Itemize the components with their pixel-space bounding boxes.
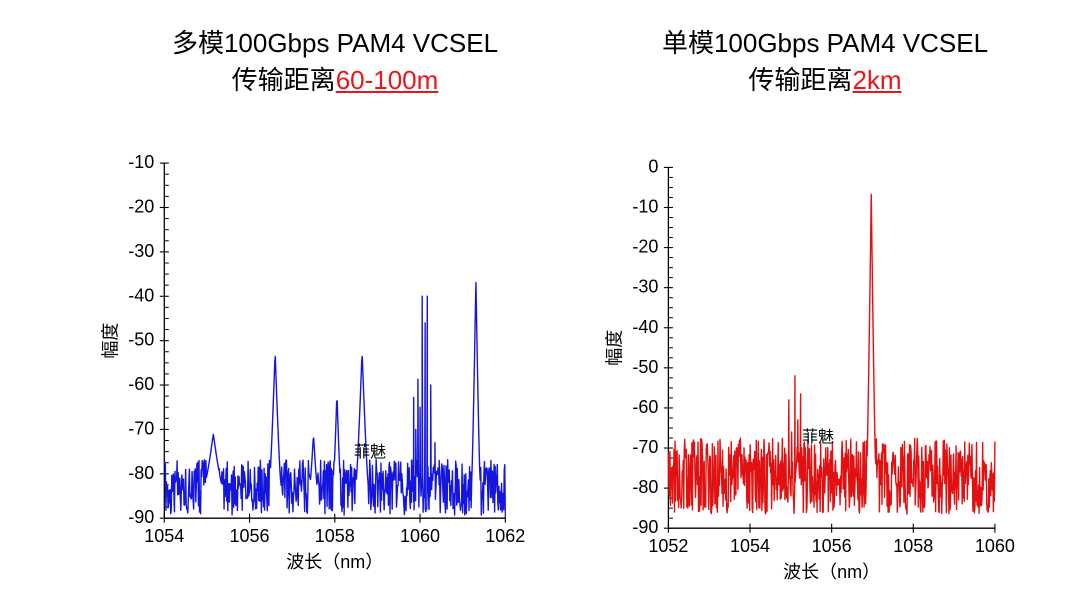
svg-text:-70: -70 — [128, 418, 154, 438]
svg-text:0: 0 — [648, 156, 658, 176]
svg-text:1062: 1062 — [485, 526, 525, 546]
svg-text:菲魅: 菲魅 — [354, 443, 386, 461]
svg-text:1058: 1058 — [315, 526, 355, 546]
svg-text:1056: 1056 — [812, 536, 852, 556]
svg-text:1058: 1058 — [893, 536, 933, 556]
svg-text:波长（nm）: 波长（nm） — [286, 552, 383, 572]
svg-text:幅度: 幅度 — [100, 323, 120, 359]
svg-text:-40: -40 — [128, 285, 154, 305]
svg-text:菲魅: 菲魅 — [802, 428, 834, 446]
svg-text:1054: 1054 — [144, 526, 184, 546]
svg-text:-90: -90 — [632, 517, 658, 537]
svg-text:-80: -80 — [128, 463, 154, 483]
svg-text:-30: -30 — [128, 241, 154, 261]
svg-text:1056: 1056 — [230, 526, 270, 546]
svg-text:-10: -10 — [128, 152, 154, 172]
svg-text:1052: 1052 — [648, 536, 688, 556]
svg-text:-20: -20 — [632, 237, 658, 257]
svg-text:-30: -30 — [632, 277, 658, 297]
svg-text:-60: -60 — [128, 374, 154, 394]
svg-text:-20: -20 — [128, 196, 154, 216]
svg-text:-60: -60 — [632, 397, 658, 417]
svg-text:-10: -10 — [632, 196, 658, 216]
svg-text:波长（nm）: 波长（nm） — [783, 562, 880, 582]
svg-text:幅度: 幅度 — [604, 330, 624, 366]
svg-text:-50: -50 — [632, 357, 658, 377]
svg-text:1060: 1060 — [975, 536, 1015, 556]
svg-text:-50: -50 — [128, 330, 154, 350]
svg-text:1060: 1060 — [400, 526, 440, 546]
svg-text:-70: -70 — [632, 437, 658, 457]
svg-text:1054: 1054 — [730, 536, 770, 556]
svg-text:-40: -40 — [632, 317, 658, 337]
svg-text:-90: -90 — [128, 507, 154, 527]
svg-text:-80: -80 — [632, 477, 658, 497]
